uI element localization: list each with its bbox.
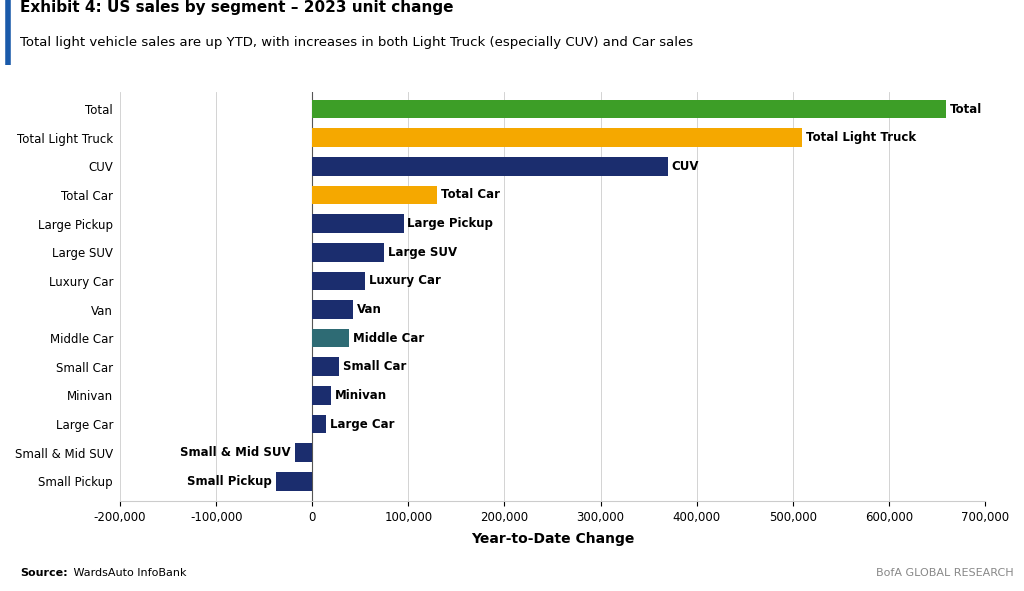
Text: Exhibit 4: US sales by segment – 2023 unit change: Exhibit 4: US sales by segment – 2023 un…	[20, 0, 454, 15]
Bar	[275, 472, 312, 491]
Bar	[312, 157, 668, 176]
Bar	[312, 186, 437, 204]
Bar	[312, 128, 803, 147]
X-axis label: Year-to-Date Change: Year-to-Date Change	[471, 532, 634, 547]
Text: WardsAuto InfoBank: WardsAuto InfoBank	[70, 568, 186, 578]
Text: Total Light Truck: Total Light Truck	[806, 131, 916, 144]
Text: Large Car: Large Car	[330, 418, 394, 431]
Bar	[295, 443, 312, 462]
Text: Total: Total	[950, 102, 983, 115]
Bar	[312, 215, 403, 233]
Text: Total light vehicle sales are up YTD, with increases in both Light Truck (especi: Total light vehicle sales are up YTD, wi…	[20, 35, 693, 48]
Bar	[312, 358, 339, 376]
Text: Van: Van	[356, 303, 381, 316]
Text: Large Pickup: Large Pickup	[408, 217, 494, 230]
Text: CUV: CUV	[672, 160, 699, 173]
Bar	[312, 415, 326, 433]
Bar	[312, 100, 946, 118]
Text: Minivan: Minivan	[335, 389, 387, 402]
Text: Large SUV: Large SUV	[388, 246, 458, 259]
Text: Luxury Car: Luxury Car	[369, 274, 441, 287]
Bar	[312, 243, 384, 262]
Bar	[312, 386, 332, 405]
Text: Total Car: Total Car	[441, 189, 500, 202]
Bar	[312, 329, 349, 348]
Text: Small Pickup: Small Pickup	[187, 475, 272, 488]
Text: Source:: Source:	[20, 568, 69, 578]
Text: Small Car: Small Car	[343, 361, 407, 374]
Bar	[312, 300, 352, 319]
Text: Middle Car: Middle Car	[352, 332, 424, 345]
Text: Small & Mid SUV: Small & Mid SUV	[180, 446, 291, 459]
Text: BofA GLOBAL RESEARCH: BofA GLOBAL RESEARCH	[877, 568, 1014, 578]
Bar	[312, 271, 366, 290]
